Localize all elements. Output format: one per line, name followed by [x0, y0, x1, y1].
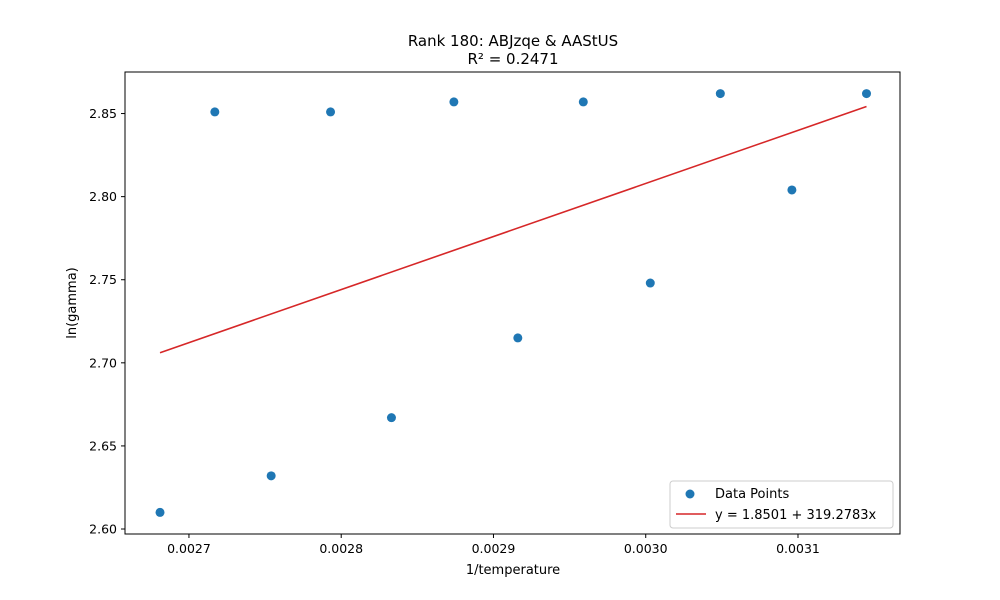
chart-subtitle: R² = 0.2471 — [467, 50, 558, 68]
legend-box — [669, 480, 894, 529]
data-point — [645, 278, 655, 288]
y-tick-label: 2.75 — [89, 272, 117, 287]
y-tick-label: 2.60 — [89, 522, 117, 537]
y-axis-label: ln(gamma) — [65, 267, 80, 339]
y-tick-label: 2.70 — [89, 355, 117, 370]
data-point — [862, 89, 872, 99]
x-tick-label: 0.0027 — [167, 541, 211, 556]
data-point — [210, 107, 220, 117]
legend-label-fit-line: y = 1.8501 + 319.2783x — [715, 508, 877, 523]
data-point — [578, 97, 588, 107]
x-tick-label: 0.0031 — [776, 541, 820, 556]
axes-frame — [124, 71, 901, 535]
legend-scatter-marker — [685, 489, 695, 499]
data-point — [155, 507, 165, 517]
x-tick-label: 0.0029 — [472, 541, 516, 556]
x-tick-label: 0.0030 — [624, 541, 668, 556]
legend: Data Points y = 1.8501 + 319.2783x — [669, 480, 894, 529]
fit-line — [159, 105, 867, 354]
y-tick-label: 2.80 — [89, 189, 117, 204]
y-tick-label: 2.65 — [89, 438, 117, 453]
data-point — [386, 413, 396, 423]
data-point — [326, 107, 336, 117]
data-point — [513, 333, 523, 343]
x-axis: 0.0027 0.0028 0.0029 0.0030 0.0031 — [167, 534, 820, 556]
plot-area — [155, 89, 872, 517]
y-axis: 2.60 2.65 2.70 2.75 2.80 2.85 — [89, 106, 125, 537]
data-point — [715, 89, 725, 99]
data-point — [787, 185, 797, 195]
data-point — [449, 97, 459, 107]
data-point — [266, 471, 276, 481]
chart-title: Rank 180: ABJzqe & AAStUS — [408, 32, 618, 50]
y-tick-label: 2.85 — [89, 106, 117, 121]
x-tick-label: 0.0028 — [319, 541, 363, 556]
legend-label-data-points: Data Points — [715, 487, 789, 502]
x-axis-label: 1/temperature — [466, 563, 560, 578]
